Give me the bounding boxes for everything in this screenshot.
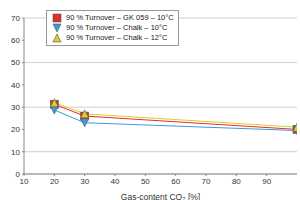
svg-text:40: 40: [11, 81, 20, 90]
svg-text:30: 30: [11, 103, 20, 112]
svg-text:10: 10: [20, 177, 29, 186]
svg-text:80: 80: [232, 177, 241, 186]
svg-text:60: 60: [11, 36, 20, 45]
svg-text:60: 60: [171, 177, 180, 186]
svg-text:Gas-content CO₂ [%]: Gas-content CO₂ [%]: [121, 192, 200, 200]
html-text:90 % Turnover – GK 059 – 10°C: 90 % Turnover – GK 059 – 10°C: [66, 13, 174, 22]
svg-text:20: 20: [50, 177, 59, 186]
html-text:90 % Turnover – Chalk – 12°C: 90 % Turnover – Chalk – 12°C: [66, 33, 168, 42]
svg-text:50: 50: [11, 58, 20, 67]
svg-text:10: 10: [11, 148, 20, 157]
svg-text:0: 0: [16, 170, 21, 179]
html-text:90 % Turnover – Chalk – 10°C: 90 % Turnover – Chalk – 10°C: [66, 23, 168, 32]
svg-text:70: 70: [202, 177, 211, 186]
svg-text:30: 30: [80, 177, 89, 186]
svg-text:70: 70: [11, 14, 20, 23]
svg-text:50: 50: [141, 177, 150, 186]
svg-text:40: 40: [111, 177, 120, 186]
svg-text:20: 20: [11, 125, 20, 134]
svg-text:90: 90: [262, 177, 271, 186]
